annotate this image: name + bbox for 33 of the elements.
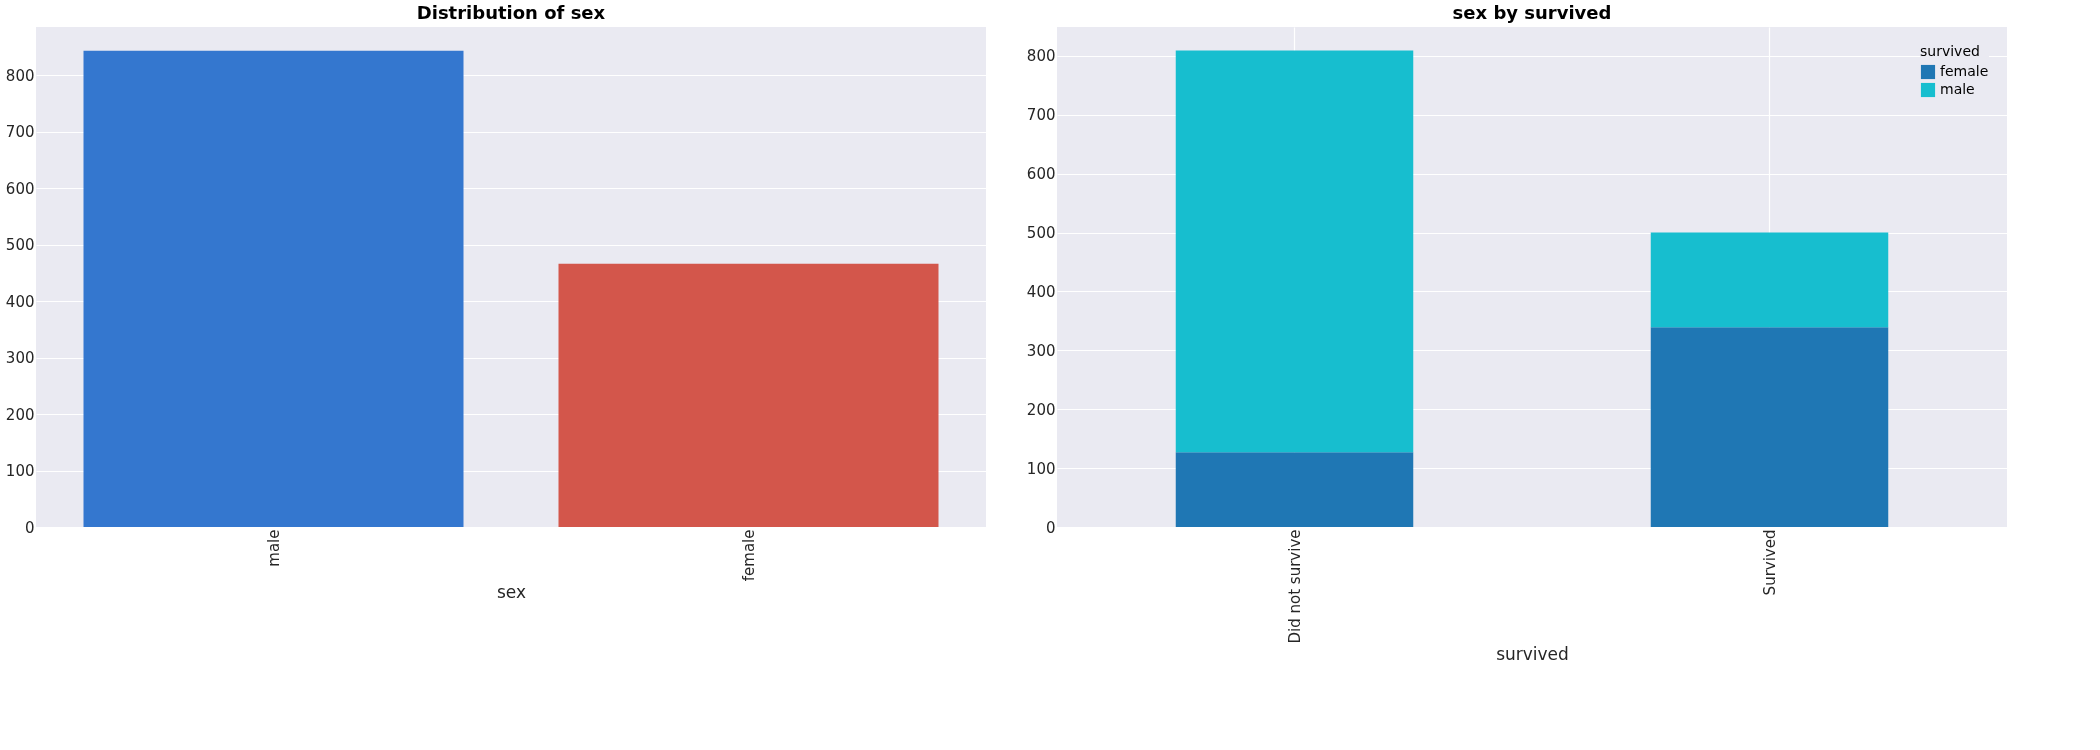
y-tick-label: 800 <box>1026 47 1056 66</box>
y-tick-label: 100 <box>5 462 35 480</box>
x-axis-title: survived <box>1496 644 1569 665</box>
chart-title: sex by survived <box>1452 2 1612 23</box>
legend-label: male <box>1940 81 1975 97</box>
y-tick-label: 700 <box>1026 106 1056 125</box>
y-tick-label: 200 <box>5 405 35 424</box>
legend-label: female <box>1940 63 1989 79</box>
legend-title: survived <box>1920 43 1980 59</box>
bar <box>1175 50 1414 453</box>
y-tick-label: 500 <box>5 236 35 255</box>
bar <box>1650 232 1889 328</box>
y-tick-label: 800 <box>5 66 35 85</box>
y-tick-label: 400 <box>1026 282 1056 301</box>
y-tick-label: 100 <box>1026 459 1056 478</box>
x-tick-label: Survived <box>1760 529 1779 596</box>
x-axis-title: sex <box>496 582 527 603</box>
y-tick-label: 0 <box>1045 518 1056 537</box>
x-tick-label: Did not survive <box>1285 529 1304 644</box>
x-tick-label: female <box>739 529 758 582</box>
bar <box>1650 327 1889 527</box>
x-tick-label: male <box>264 529 283 567</box>
y-tick-label: 500 <box>1026 224 1056 243</box>
y-tick-label: 0 <box>24 518 35 537</box>
y-tick-label: 600 <box>5 179 35 198</box>
y-tick-label: 700 <box>5 123 35 142</box>
y-tick-label: 400 <box>5 292 35 311</box>
y-tick-label: 300 <box>1026 341 1056 360</box>
y-tick-label: 200 <box>1026 400 1056 419</box>
bar <box>1175 452 1414 527</box>
chart-title: Distribution of sex <box>416 2 606 23</box>
y-tick-label: 600 <box>1026 165 1056 184</box>
y-tick-label: 300 <box>5 349 35 368</box>
